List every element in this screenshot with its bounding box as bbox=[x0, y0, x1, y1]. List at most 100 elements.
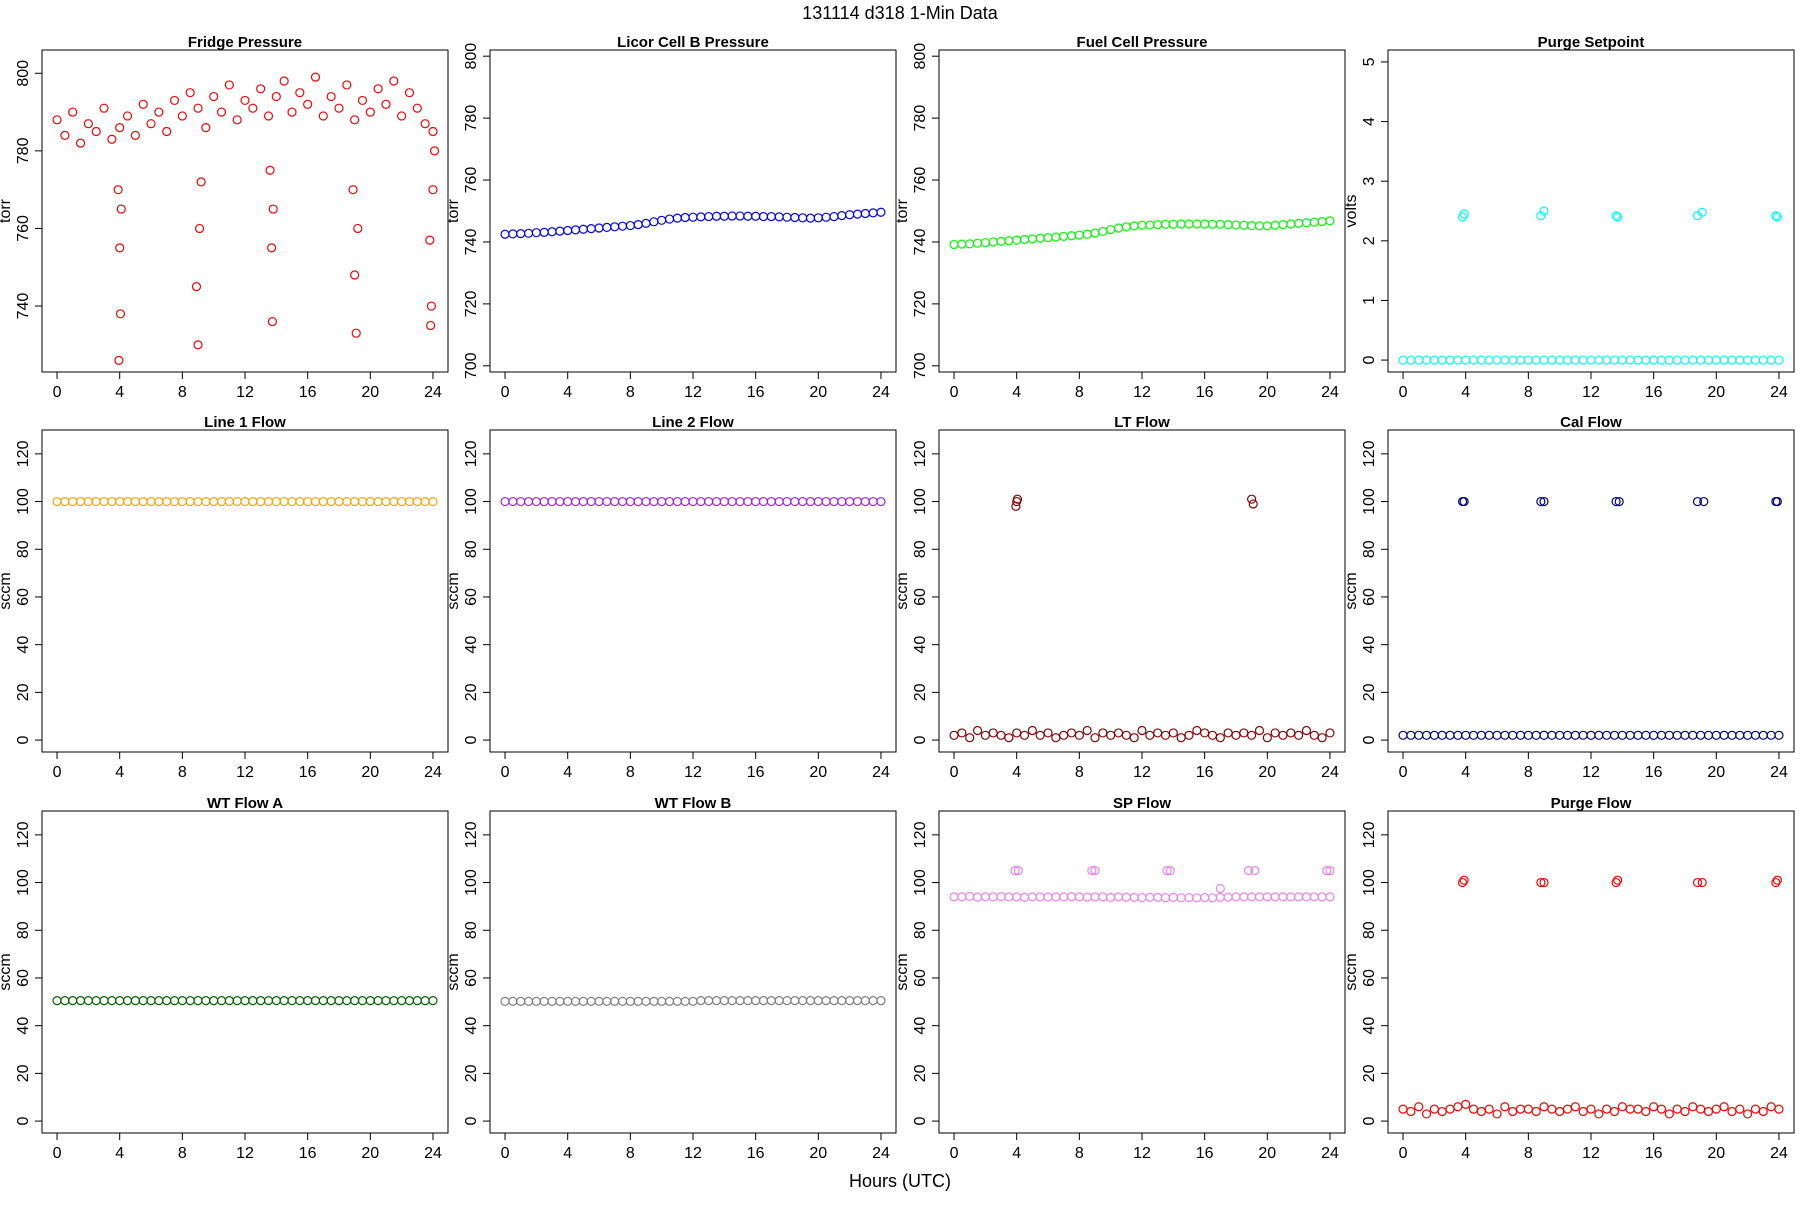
data-point bbox=[1262, 221, 1272, 231]
plot-frame bbox=[938, 49, 1346, 373]
data-point bbox=[1325, 216, 1335, 226]
data-point bbox=[1461, 1099, 1471, 1109]
data-point bbox=[680, 212, 690, 223]
x-tick-label: 0 bbox=[501, 764, 510, 781]
data-point bbox=[641, 496, 651, 507]
data-point bbox=[735, 211, 745, 221]
data-point bbox=[420, 496, 430, 507]
data-point bbox=[555, 496, 565, 507]
data-point bbox=[224, 80, 234, 90]
y-tick-label: 80 bbox=[912, 540, 929, 558]
data-point bbox=[209, 496, 219, 507]
data-point bbox=[373, 84, 383, 94]
data-point bbox=[1247, 494, 1257, 504]
y-tick-label: 60 bbox=[15, 588, 32, 606]
data-point bbox=[1113, 728, 1124, 738]
data-point bbox=[1200, 219, 1210, 229]
data-point bbox=[1672, 730, 1682, 740]
data-point bbox=[1153, 220, 1163, 230]
y-axis-label: sccm bbox=[0, 572, 14, 609]
data-point bbox=[672, 496, 682, 507]
data-point bbox=[428, 126, 438, 137]
data-point bbox=[1243, 866, 1254, 876]
data-point bbox=[240, 496, 250, 507]
y-tick-label: 0 bbox=[15, 736, 32, 745]
data-point bbox=[1129, 892, 1139, 902]
data-point bbox=[1184, 730, 1194, 740]
data-point bbox=[516, 496, 526, 507]
data-point bbox=[1010, 866, 1020, 876]
data-point bbox=[1602, 355, 1612, 365]
data-point bbox=[782, 996, 792, 1006]
data-point bbox=[1539, 730, 1549, 740]
data-point bbox=[334, 103, 344, 113]
x-tick-label: 4 bbox=[1461, 384, 1470, 401]
data-point bbox=[766, 211, 776, 222]
data-point bbox=[570, 496, 581, 507]
data-point bbox=[1758, 1106, 1768, 1117]
data-point bbox=[957, 728, 967, 738]
data-point bbox=[798, 996, 808, 1006]
y-tick-label: 740 bbox=[15, 293, 32, 320]
data-point bbox=[1098, 226, 1108, 237]
data-point bbox=[185, 496, 195, 507]
data-point bbox=[790, 996, 800, 1006]
data-point bbox=[185, 996, 195, 1006]
data-point bbox=[248, 496, 258, 507]
x-tick-label: 12 bbox=[1582, 384, 1600, 401]
data-point bbox=[1059, 231, 1069, 241]
data-point bbox=[1656, 730, 1667, 740]
data-point bbox=[1609, 1106, 1620, 1117]
data-point bbox=[949, 239, 959, 250]
y-tick-label: 100 bbox=[1361, 488, 1378, 515]
data-point bbox=[1727, 1106, 1737, 1117]
data-point bbox=[83, 996, 93, 1006]
data-point bbox=[1699, 496, 1709, 507]
panel-title: Purge Flow bbox=[1551, 795, 1632, 812]
data-point bbox=[162, 996, 172, 1006]
data-point bbox=[75, 996, 86, 1006]
y-tick-label: 0 bbox=[463, 736, 480, 745]
x-tick-label: 24 bbox=[1321, 384, 1339, 401]
x-tick-label: 24 bbox=[1770, 764, 1788, 781]
data-point bbox=[1445, 730, 1455, 740]
y-tick-label: 40 bbox=[1361, 636, 1378, 654]
data-point bbox=[1696, 355, 1706, 365]
data-point bbox=[633, 220, 643, 230]
x-tick-label: 8 bbox=[626, 764, 635, 781]
data-point bbox=[287, 996, 297, 1006]
data-point bbox=[397, 996, 407, 1006]
data-point bbox=[83, 496, 93, 507]
data-point bbox=[1703, 355, 1714, 365]
y-tick-label: 100 bbox=[912, 488, 929, 515]
data-point bbox=[201, 496, 211, 507]
data-point bbox=[115, 243, 125, 253]
data-point bbox=[868, 496, 878, 507]
y-tick-label: 20 bbox=[1361, 683, 1378, 701]
data-point bbox=[617, 996, 628, 1006]
data-point bbox=[154, 996, 164, 1006]
data-point bbox=[727, 996, 737, 1006]
data-point bbox=[1774, 730, 1784, 740]
data-point bbox=[1437, 1106, 1447, 1117]
data-point bbox=[972, 725, 983, 736]
data-point bbox=[1106, 224, 1116, 235]
data-point bbox=[790, 212, 800, 223]
data-point bbox=[263, 496, 274, 507]
plot-frame bbox=[489, 810, 897, 1134]
data-point bbox=[1531, 355, 1541, 365]
x-tick-label: 20 bbox=[361, 764, 379, 781]
y-tick-label: 80 bbox=[15, 540, 32, 558]
x-tick-label: 12 bbox=[684, 1145, 702, 1162]
data-point bbox=[1680, 1106, 1690, 1117]
x-tick-label: 16 bbox=[1645, 384, 1663, 401]
data-point bbox=[996, 730, 1006, 740]
y-tick-label: 120 bbox=[15, 440, 32, 467]
data-point bbox=[1602, 730, 1612, 740]
data-point bbox=[625, 220, 635, 231]
data-point bbox=[743, 211, 753, 221]
data-point bbox=[965, 891, 975, 901]
x-tick-label: 24 bbox=[872, 384, 890, 401]
y-tick-label: 80 bbox=[1361, 540, 1378, 558]
data-point bbox=[326, 996, 336, 1006]
